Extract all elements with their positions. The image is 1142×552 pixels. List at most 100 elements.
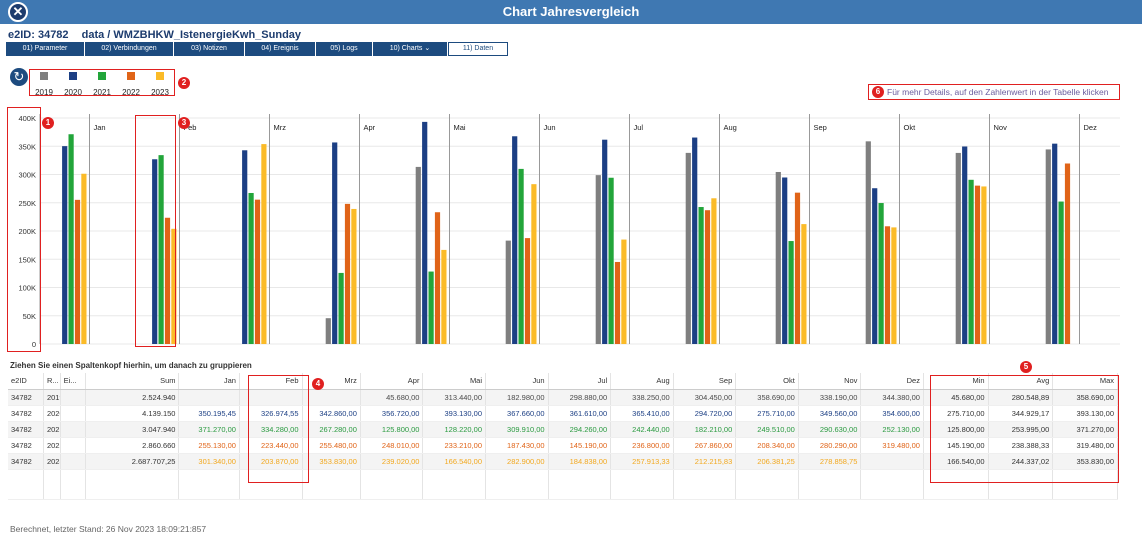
table-cell[interactable]: 223.440,00 [239,437,303,454]
table-cell[interactable]: 342.860,00 [302,405,361,422]
tab-3[interactable]: 04) Ereignis [245,42,315,56]
legend-item-2020[interactable]: 2020 [61,72,85,100]
tab-4[interactable]: 05) Logs [316,42,372,56]
table-cell[interactable]: 125.800,00 [360,421,424,438]
table-cell[interactable]: 304.450,00 [673,389,737,406]
table-cell[interactable]: 282.900,00 [485,453,549,470]
close-icon[interactable]: ✕ [8,2,28,22]
x-tick-label: Sep [814,123,827,132]
column-header[interactable]: Sum [85,373,180,390]
column-header[interactable]: R... [43,373,61,390]
tab-0[interactable]: 01) Parameter [6,42,84,56]
table-cell[interactable] [860,453,924,470]
table-cell[interactable]: 267.280,00 [302,421,361,438]
column-header[interactable]: Apr [360,373,424,390]
table-cell[interactable]: 206.381,25 [735,453,799,470]
table-cell[interactable]: 145.190,00 [548,437,612,454]
table-cell[interactable] [302,389,361,406]
table-cell[interactable]: 358.690,00 [735,389,799,406]
table-cell[interactable]: 182.210,00 [673,421,737,438]
column-header[interactable]: Ei... [60,373,86,390]
table-cell[interactable]: 294.720,00 [673,405,737,422]
table-cell[interactable]: 166.540,00 [422,453,487,470]
table-cell[interactable]: 249.510,00 [735,421,799,438]
table-cell[interactable]: 212.215,83 [673,453,737,470]
table-cell[interactable]: 338.250,00 [610,389,674,406]
table-cell[interactable] [178,389,240,406]
table-cell[interactable]: 338.190,00 [798,389,862,406]
table-cell[interactable]: 257.913,33 [610,453,674,470]
table-cell[interactable]: 275.710,00 [735,405,799,422]
column-header[interactable]: Avg [988,373,1054,390]
table-cell[interactable]: 354.600,00 [860,405,924,422]
table-cell[interactable]: 344.380,00 [860,389,924,406]
column-header[interactable]: Aug [610,373,674,390]
table-cell[interactable]: 361.610,00 [548,405,612,422]
column-header[interactable]: Jan [178,373,240,390]
column-header[interactable]: Jul [548,373,612,390]
legend-item-2022[interactable]: 2022 [119,72,143,100]
table-cell[interactable]: 248.010,00 [360,437,424,454]
column-header[interactable]: Sep [673,373,737,390]
tab-1[interactable]: 02) Verbindungen [85,42,173,56]
table-cell[interactable]: 203.870,00 [239,453,303,470]
table-cell[interactable]: 393.130,00 [422,405,487,422]
table-cell: 34782 [8,437,44,454]
table-cell[interactable]: 187.430,00 [485,437,549,454]
column-header[interactable]: Min [923,373,989,390]
table-cell[interactable]: 45.680,00 [360,389,424,406]
column-header[interactable]: Jun [485,373,549,390]
column-header[interactable]: Dez [860,373,924,390]
table-cell[interactable]: 290.630,00 [798,421,862,438]
table-cell[interactable]: 128.220,00 [422,421,487,438]
table-cell[interactable]: 319.480,00 [860,437,924,454]
table-cell: 4.139.150 [85,405,180,422]
column-header[interactable]: e2ID [8,373,44,390]
table-cell[interactable]: 267.860,00 [673,437,737,454]
table-cell[interactable]: 255.130,00 [178,437,240,454]
legend-item-2021[interactable]: 2021 [90,72,114,100]
details-hint[interactable]: 6 Für mehr Details, auf den Zahlenwert i… [868,84,1120,100]
table-cell[interactable]: 301.340,00 [178,453,240,470]
table-cell[interactable]: 334.280,00 [239,421,303,438]
table-cell[interactable]: 371.270,00 [178,421,240,438]
table-cell[interactable]: 252.130,00 [860,421,924,438]
table-cell[interactable]: 356.720,00 [360,405,424,422]
table-cell[interactable]: 350.195,45 [178,405,240,422]
table-cell[interactable]: 326.974,55 [239,405,303,422]
table-cell[interactable]: 353.830,00 [302,453,361,470]
table-cell[interactable]: 365.410,00 [610,405,674,422]
table-cell[interactable]: 236.800,00 [610,437,674,454]
table-cell[interactable]: 294.260,00 [548,421,612,438]
tab-5[interactable]: 10) Charts ⌄ [373,42,447,56]
table-cell[interactable]: 184.838,00 [548,453,612,470]
column-header[interactable]: Mai [422,373,487,390]
table-cell[interactable] [239,389,303,406]
table-cell: 45.680,00 [923,389,989,406]
table-cell[interactable]: 239.020,00 [360,453,424,470]
table-cell[interactable]: 309.910,00 [485,421,549,438]
table-cell[interactable]: 280.290,00 [798,437,862,454]
legend-item-2023[interactable]: 2023 [148,72,172,100]
legend-item-2019[interactable]: 2019 [32,72,56,100]
chevron-down-icon[interactable]: ⌄ [422,45,431,52]
column-header[interactable]: Mrz [302,373,361,390]
table-cell[interactable]: 298.880,00 [548,389,612,406]
table-cell: 244.337,02 [988,453,1054,470]
table-cell[interactable]: 255.480,00 [302,437,361,454]
refresh-icon[interactable]: ↻ [10,68,28,86]
table-cell[interactable]: 242.440,00 [610,421,674,438]
column-header[interactable]: Okt [735,373,799,390]
column-header[interactable]: Nov [798,373,862,390]
table-cell[interactable]: 182.980,00 [485,389,549,406]
table-cell[interactable]: 313.440,00 [422,389,487,406]
table-cell[interactable]: 208.340,00 [735,437,799,454]
tab-2[interactable]: 03) Notizen [174,42,244,56]
table-cell[interactable]: 349.560,00 [798,405,862,422]
column-header[interactable]: Max [1052,373,1118,390]
table-cell[interactable]: 367.660,00 [485,405,549,422]
column-header[interactable]: Feb [239,373,303,390]
table-cell[interactable]: 233.210,00 [422,437,487,454]
tab-6[interactable]: 11) Daten [448,42,508,56]
table-cell[interactable]: 278.858,75 [798,453,862,470]
